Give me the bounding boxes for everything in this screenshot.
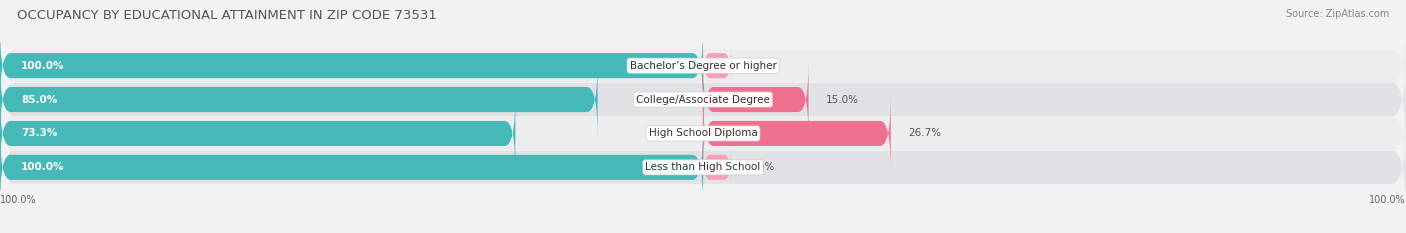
- Text: High School Diploma: High School Diploma: [648, 128, 758, 138]
- FancyBboxPatch shape: [0, 61, 598, 138]
- FancyBboxPatch shape: [0, 48, 1406, 151]
- FancyBboxPatch shape: [703, 61, 808, 138]
- Text: Source: ZipAtlas.com: Source: ZipAtlas.com: [1285, 9, 1389, 19]
- Text: College/Associate Degree: College/Associate Degree: [636, 95, 770, 105]
- FancyBboxPatch shape: [703, 44, 731, 87]
- Text: 100.0%: 100.0%: [21, 61, 65, 71]
- Text: Less than High School: Less than High School: [645, 162, 761, 172]
- Text: 100.0%: 100.0%: [1369, 195, 1406, 205]
- Text: 0.0%: 0.0%: [749, 61, 775, 71]
- Text: 100.0%: 100.0%: [0, 195, 37, 205]
- Text: Bachelor’s Degree or higher: Bachelor’s Degree or higher: [630, 61, 776, 71]
- Text: 100.0%: 100.0%: [21, 162, 65, 172]
- Text: 15.0%: 15.0%: [827, 95, 859, 105]
- Text: 85.0%: 85.0%: [21, 95, 58, 105]
- FancyBboxPatch shape: [0, 95, 516, 172]
- FancyBboxPatch shape: [0, 14, 1406, 117]
- Text: 0.0%: 0.0%: [749, 162, 775, 172]
- FancyBboxPatch shape: [0, 116, 1406, 219]
- FancyBboxPatch shape: [703, 146, 731, 189]
- FancyBboxPatch shape: [0, 27, 703, 104]
- Text: OCCUPANCY BY EDUCATIONAL ATTAINMENT IN ZIP CODE 73531: OCCUPANCY BY EDUCATIONAL ATTAINMENT IN Z…: [17, 9, 437, 22]
- FancyBboxPatch shape: [703, 95, 891, 172]
- Text: 26.7%: 26.7%: [908, 128, 942, 138]
- Text: 73.3%: 73.3%: [21, 128, 58, 138]
- FancyBboxPatch shape: [0, 129, 703, 206]
- FancyBboxPatch shape: [0, 82, 1406, 185]
